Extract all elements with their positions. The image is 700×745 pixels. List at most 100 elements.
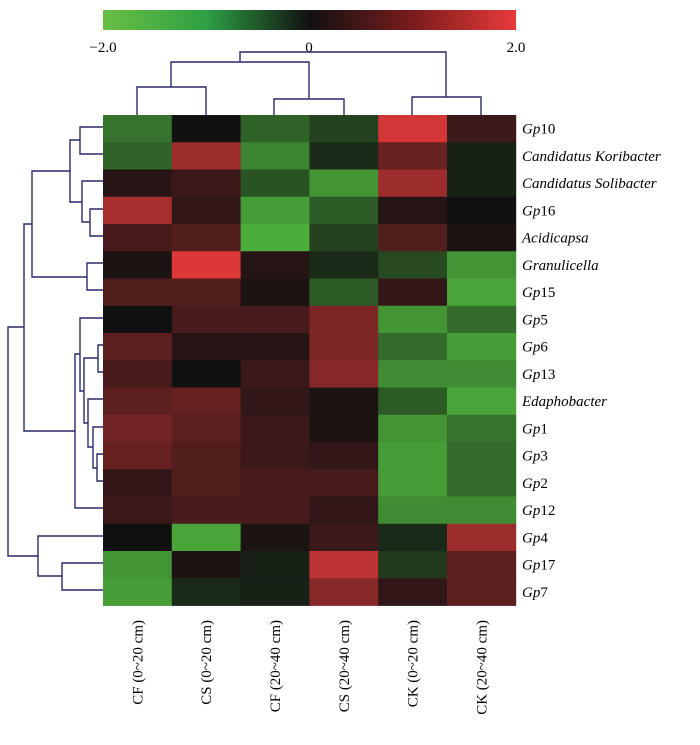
column-label: CS (0~20 cm) (199, 620, 215, 705)
row-dendro-branch-5 (86, 262, 103, 291)
heatmap-cell (103, 387, 173, 416)
row-dendro-branch-17 (7, 326, 38, 557)
row-label: Candidatus Solibacter (522, 176, 657, 192)
heatmap-cell (447, 251, 517, 279)
heatmap-cell (103, 469, 173, 497)
row-label: Gp12 (522, 503, 555, 519)
heatmap-cell (309, 469, 379, 497)
heatmap-cell (378, 442, 448, 470)
heatmap-cell (378, 333, 448, 361)
column-dendrogram (136, 51, 482, 115)
heatmap-cell (378, 469, 448, 497)
heatmap-cell (171, 387, 241, 416)
row-label: Edaphobacter (521, 394, 607, 410)
heatmap-cell (447, 523, 517, 552)
heatmap-cell (378, 414, 448, 443)
row-label: Gp15 (522, 285, 555, 301)
heatmap-cell (309, 414, 379, 443)
heatmap-cell (378, 196, 448, 225)
heatmap-cell (378, 578, 448, 606)
heatmap-cell (103, 224, 173, 252)
row-label: Candidatus Koribacter (522, 149, 661, 165)
heatmap-cell (378, 551, 448, 579)
heatmap-cell (309, 251, 379, 279)
heatmap-cell (447, 169, 517, 198)
heatmap-cell (447, 196, 517, 225)
heatmap-cell (171, 169, 241, 198)
heatmap-cell (171, 496, 241, 525)
heatmap-cell (103, 523, 173, 552)
row-label: Gp4 (522, 530, 548, 546)
heatmap-cell (240, 333, 310, 361)
heatmap-cell (240, 251, 310, 279)
col-dendro-branch-5 (239, 51, 447, 97)
heatmap-cell (171, 333, 241, 361)
heatmap-cell (309, 496, 379, 525)
heatmap-cell (309, 360, 379, 388)
heatmap-cell (240, 551, 310, 579)
column-label: CS (20~40 cm) (337, 620, 353, 712)
row-dendro-branch-11 (83, 357, 98, 424)
heatmap-cell (309, 278, 379, 307)
row-dendro-branch-7 (97, 344, 103, 373)
row-label: Gp6 (522, 340, 548, 356)
heatmap-cell (378, 387, 448, 416)
heatmap-cell (447, 496, 517, 525)
row-label: Gp7 (522, 585, 548, 601)
heatmap-cell (103, 578, 173, 606)
heatmap-cell (447, 414, 517, 443)
heatmap-cell (309, 169, 379, 198)
heatmap-cell (447, 278, 517, 307)
heatmap-cell (171, 196, 241, 225)
heatmap-cell (309, 224, 379, 252)
heatmap-cell (171, 251, 241, 279)
heatmap-cell (447, 333, 517, 361)
heatmap-cell (378, 224, 448, 252)
column-label: CF (20~40 cm) (268, 620, 284, 712)
heatmap-cell (378, 169, 448, 198)
heatmap-cell (378, 251, 448, 279)
row-dendro-branch-2 (89, 208, 103, 237)
heatmap-cell (378, 142, 448, 170)
row-dendro-branch-16 (37, 535, 103, 577)
heatmap-cell (103, 496, 173, 525)
column-labels: CF (0~20 cm) CS (0~20 cm) CF (20~40 cm) CS … (130, 620, 490, 715)
heatmap-cell (309, 442, 379, 470)
heatmap-cell (103, 551, 173, 579)
colorbar-tick-min: −2.0 (89, 40, 116, 56)
heatmap-cell (447, 387, 517, 416)
heatmap-cell (309, 115, 379, 143)
heatmap-cell (447, 360, 517, 388)
row-dendro-branch-15 (61, 562, 103, 591)
col-dendro-branch-2 (273, 98, 345, 115)
heatmap-cell (378, 305, 448, 334)
colorbar: −2.0 0 2.0 (89, 10, 525, 56)
column-label: CK (0~20 cm) (406, 620, 422, 707)
heatmap-cell (309, 305, 379, 334)
heatmap-cell (240, 196, 310, 225)
heatmap-cell (447, 551, 517, 579)
row-label: Gp5 (522, 312, 548, 328)
heatmap-cell (240, 278, 310, 307)
heatmap-cell (309, 142, 379, 170)
heatmap-cell (171, 578, 241, 606)
heatmap-cell (240, 387, 310, 416)
row-label: Granulicella (522, 258, 599, 274)
row-dendro-branch-10 (87, 398, 103, 448)
heatmap-cell (171, 360, 241, 388)
heatmap-cell (378, 115, 448, 143)
heatmap-cell (378, 278, 448, 307)
heatmap-cell (171, 469, 241, 497)
heatmap-cell (378, 360, 448, 388)
row-label: Gp2 (522, 476, 548, 492)
colorbar-tick-max: 2.0 (507, 40, 526, 56)
heatmap-cell (240, 523, 310, 552)
heatmap-cell (447, 224, 517, 252)
heatmap-cell (240, 578, 310, 606)
row-dendro-branch-9 (92, 426, 103, 469)
row-label: Gp1 (522, 421, 548, 437)
heatmap-cell (240, 169, 310, 198)
heatmap-cell (240, 469, 310, 497)
